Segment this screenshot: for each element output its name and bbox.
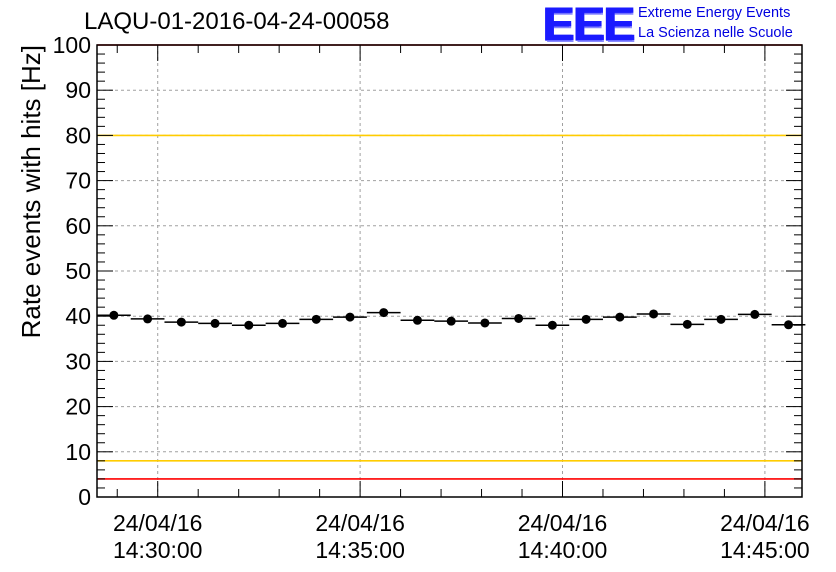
logo-caption-line1: Extreme Energy Events (638, 5, 791, 21)
x-tick-label-time: 14:30:00 (113, 537, 203, 563)
x-tick-label-time: 14:35:00 (315, 537, 405, 563)
plot-frame (96, 44, 803, 498)
y-tick-label: 0 (78, 484, 91, 510)
data-point (143, 314, 153, 324)
y-tick-label: 70 (65, 168, 91, 194)
y-tick-label: 20 (65, 394, 91, 420)
data-point (109, 310, 119, 320)
data-point (446, 316, 456, 326)
data-point (682, 319, 692, 329)
data-point (750, 309, 760, 319)
eee-logo: EEE (542, 0, 634, 50)
y-tick-label: 30 (65, 348, 91, 374)
data-point (345, 312, 355, 322)
data-point (412, 315, 422, 325)
data-point (547, 320, 557, 330)
y-tick-label: 40 (65, 303, 91, 329)
x-tick-label-time: 14:45:00 (720, 537, 810, 563)
y-tick-label: 50 (65, 258, 91, 284)
y-tick-label: 80 (65, 122, 91, 148)
logo-caption-line2: La Scienza nelle Scuole (638, 25, 793, 41)
y-axis-label: Rate events with hits [Hz] (16, 45, 46, 338)
x-tick-label-date: 24/04/16 (720, 510, 810, 536)
y-tick-label: 60 (65, 213, 91, 239)
x-tick-label-date: 24/04/16 (113, 510, 203, 536)
data-point (278, 318, 288, 328)
data-point (480, 318, 490, 328)
x-tick-label-date: 24/04/16 (315, 510, 405, 536)
data-point (210, 318, 220, 328)
data-point (311, 314, 321, 324)
data-point (615, 312, 625, 322)
data-point (649, 309, 659, 319)
data-point (784, 320, 794, 330)
data-point (176, 317, 186, 327)
data-point (581, 314, 591, 324)
x-tick-label-date: 24/04/16 (518, 510, 608, 536)
y-tick-label: 100 (53, 32, 91, 58)
data-point (244, 320, 254, 330)
chart-title: LAQU-01-2016-04-24-00058 (84, 8, 390, 35)
x-tick-label-time: 14:40:00 (518, 537, 608, 563)
data-point (379, 308, 389, 318)
data-point (514, 313, 524, 323)
logo-caption: Extreme Energy Events La Scienza nelle S… (638, 3, 793, 43)
y-tick-label: 10 (65, 439, 91, 465)
y-tick-label: 90 (65, 77, 91, 103)
data-point (716, 314, 726, 324)
